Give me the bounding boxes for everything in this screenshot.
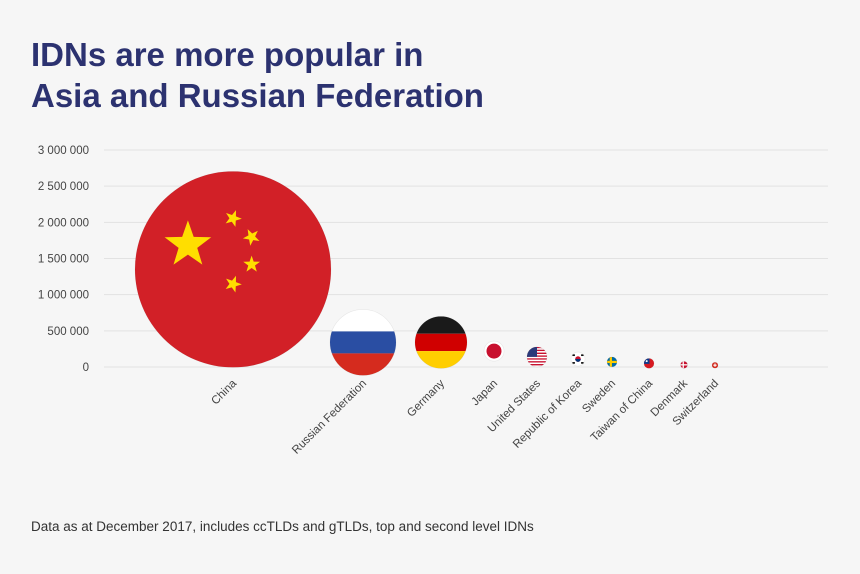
y-tick-label: 2 000 000: [38, 217, 89, 229]
y-tick-label: 500 000: [47, 326, 89, 338]
taiwan-flag-icon: [644, 358, 654, 369]
bubble-china: [134, 171, 332, 368]
russia-flag-icon: [330, 309, 396, 376]
denmark-flag-icon: [680, 361, 688, 369]
chart-title-line-2: Asia and Russian Federation: [31, 77, 484, 114]
bubble-japan: [483, 340, 505, 362]
korea-flag-icon: [571, 352, 585, 367]
x-category-label: China: [209, 377, 239, 407]
sweden-flag-icon: [607, 356, 617, 367]
bubble-germany: [414, 316, 468, 369]
y-tick-label: 0: [83, 362, 89, 374]
x-category-label: Sweden: [580, 378, 618, 416]
bubble-switzerland: [711, 361, 719, 369]
x-category-label: Russian Federation: [290, 378, 369, 457]
y-tick-label: 3 000 000: [38, 145, 89, 157]
chart-title: IDNs are more popular in Asia and Russia…: [31, 34, 731, 116]
bubble-taiwan-of-china: [643, 358, 655, 369]
x-category-label: Japan: [469, 378, 500, 409]
bubble-united-states: [526, 346, 548, 368]
japan-flag-icon: [484, 341, 504, 362]
bubble-republic-of-korea: [570, 351, 586, 367]
y-tick-label: 1 500 000: [38, 254, 89, 266]
switzerland-flag-icon: [712, 362, 718, 369]
y-tick-label: 1 000 000: [38, 290, 89, 302]
bubble-denmark: [680, 361, 688, 369]
chart-title-line-1: IDNs are more popular in: [31, 36, 424, 73]
x-category-label: Republic of Korea: [511, 377, 585, 451]
footnote: Data as at December 2017, includes ccTLD…: [31, 519, 534, 534]
germany-flag-icon: [415, 316, 467, 369]
china-flag-icon: [135, 171, 331, 368]
x-category-label: Germany: [405, 377, 447, 419]
bubble-russian-federation: [329, 309, 397, 376]
usa-flag-icon: [527, 346, 547, 367]
y-tick-label: 2 500 000: [38, 181, 89, 193]
bubble-sweden: [606, 356, 618, 368]
